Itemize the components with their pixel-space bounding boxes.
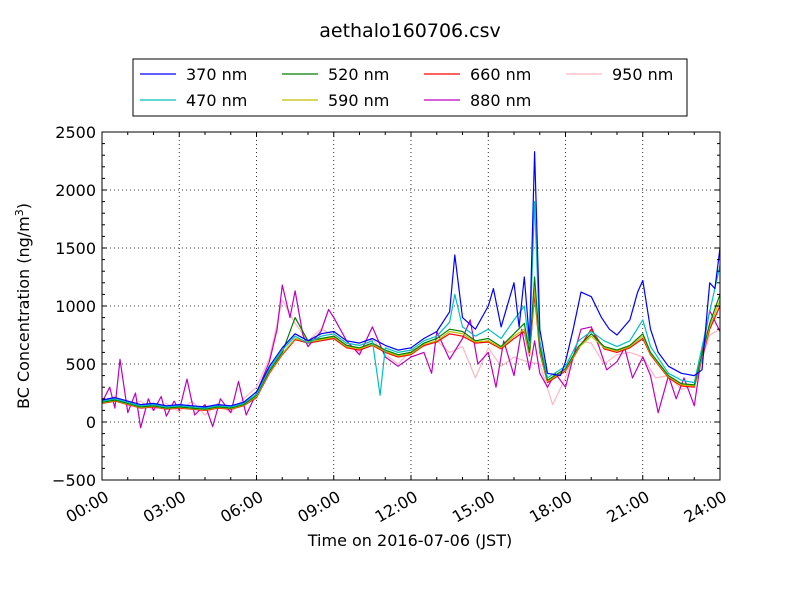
legend: 370 nm 470 nm 520 nm 590 nm 660 nm 880 nm 950 … [132, 58, 688, 117]
y-tick-label: 0 [86, 413, 96, 432]
y-axis-label-superscript: 3 [13, 209, 26, 216]
y-tick-label: 2000 [55, 181, 96, 200]
axis-ticks [101, 131, 721, 481]
y-tick-label: 500 [65, 355, 96, 374]
legend-label: 950 nm [612, 65, 673, 84]
y-tick-label: 1500 [55, 239, 96, 258]
chart-title: aethalo160706.csv [319, 20, 501, 42]
legend-label: 660 nm [470, 65, 531, 84]
series-line-370-nm [102, 151, 720, 408]
grid-lines [102, 132, 720, 480]
y-axis-label: BC Concentration (ng/m3) [13, 203, 33, 409]
legend-items: 370 nm 470 nm 520 nm 590 nm 660 nm 880 nm 950 … [140, 65, 673, 110]
legend-label: 370 nm [186, 65, 247, 84]
y-axis-label-end: ) [14, 203, 33, 209]
y-axis-label-main: BC Concentration (ng/m [14, 216, 33, 409]
legend-box [132, 58, 688, 117]
series-lines [102, 151, 720, 429]
legend-label: 590 nm [328, 91, 389, 110]
y-tick-label: 2500 [55, 123, 96, 142]
y-axis-tick-labels: −500 0 500 1000 1500 2000 2500 [52, 123, 96, 490]
legend-label: 880 nm [470, 91, 531, 110]
x-axis-label: Time on 2016-07-06 (JST) [307, 531, 512, 550]
series-line-470-nm [102, 201, 720, 409]
series-line-520-nm [102, 276, 720, 410]
plot-area [101, 131, 721, 481]
legend-label: 470 nm [186, 91, 247, 110]
y-tick-label: 1000 [55, 297, 96, 316]
y-tick-label: −500 [52, 471, 96, 490]
legend-label: 520 nm [328, 65, 389, 84]
